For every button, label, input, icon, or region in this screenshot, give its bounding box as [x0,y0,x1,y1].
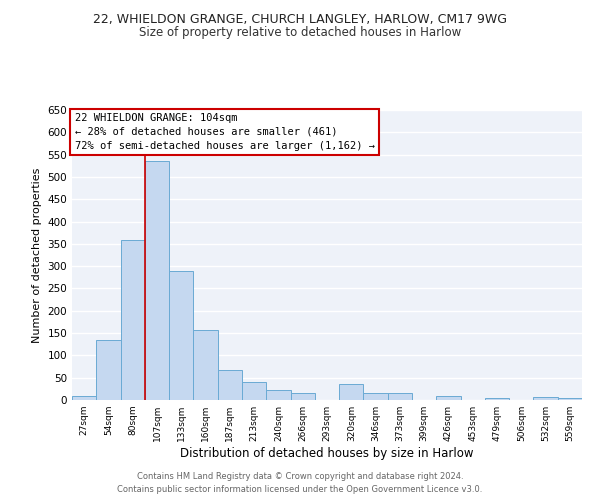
Bar [436,396,461,400]
Bar [218,370,242,400]
Text: 22 WHIELDON GRANGE: 104sqm
← 28% of detached houses are smaller (461)
72% of sem: 22 WHIELDON GRANGE: 104sqm ← 28% of deta… [74,113,374,151]
Bar [364,394,388,400]
Bar [290,394,315,400]
Bar [145,162,169,400]
Bar [485,398,509,400]
X-axis label: Distribution of detached houses by size in Harlow: Distribution of detached houses by size … [180,447,474,460]
Text: Size of property relative to detached houses in Harlow: Size of property relative to detached ho… [139,26,461,39]
Bar [242,382,266,400]
Bar [169,270,193,400]
Y-axis label: Number of detached properties: Number of detached properties [32,168,42,342]
Text: Contains HM Land Registry data © Crown copyright and database right 2024.
Contai: Contains HM Land Registry data © Crown c… [118,472,482,494]
Bar [121,240,145,400]
Bar [558,398,582,400]
Bar [72,396,96,400]
Bar [339,384,364,400]
Bar [96,340,121,400]
Bar [533,397,558,400]
Text: 22, WHIELDON GRANGE, CHURCH LANGLEY, HARLOW, CM17 9WG: 22, WHIELDON GRANGE, CHURCH LANGLEY, HAR… [93,12,507,26]
Bar [193,330,218,400]
Bar [388,394,412,400]
Bar [266,390,290,400]
